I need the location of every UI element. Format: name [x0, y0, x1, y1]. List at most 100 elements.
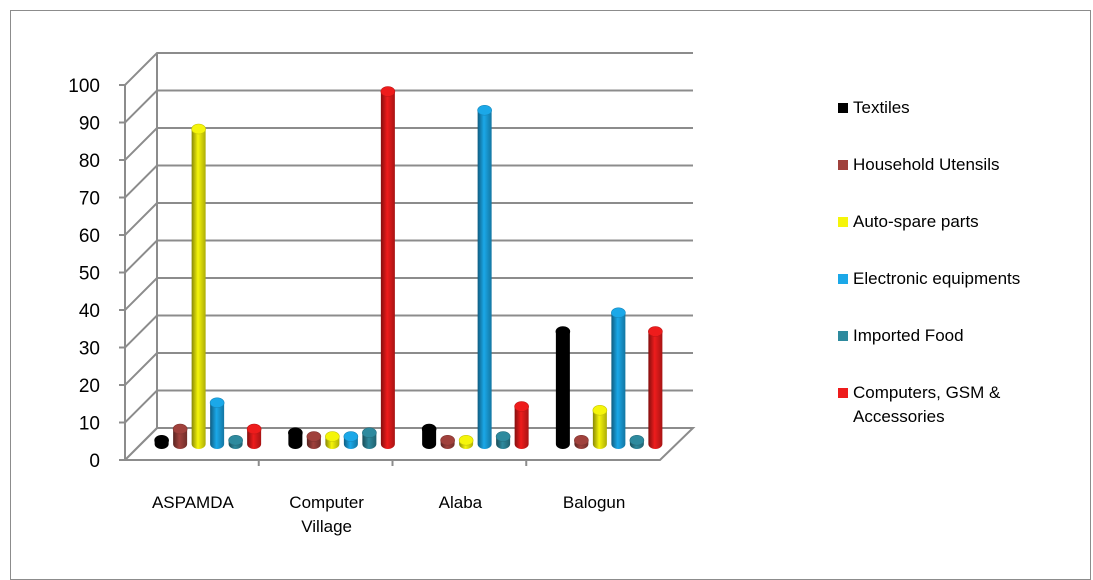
bar — [592, 404, 608, 449]
bar — [288, 427, 303, 449]
legend-item: Computers, GSM & Accessories — [838, 381, 1088, 438]
y-tick-label: 50 — [79, 264, 100, 285]
bar-top — [325, 431, 340, 442]
bar-top — [154, 434, 169, 446]
bar — [611, 307, 626, 449]
x-category-label: Balogun — [563, 493, 625, 512]
bar-body — [477, 110, 492, 449]
legend-swatch — [838, 388, 848, 398]
y-tick-label: 100 — [68, 76, 100, 97]
legend-swatch — [838, 217, 848, 227]
legend-item: Auto-spare parts — [838, 210, 1088, 267]
bar — [648, 326, 663, 449]
bar-top — [477, 104, 492, 116]
gridline — [124, 127, 693, 161]
bar — [306, 431, 322, 449]
bar-top — [288, 427, 303, 439]
bar — [154, 434, 169, 449]
bar-top — [458, 434, 474, 446]
bar-top — [648, 326, 663, 337]
legend-item: Household Utensils — [838, 153, 1088, 210]
bar-top — [555, 326, 571, 337]
bar — [325, 431, 340, 449]
legend-label: Auto-spare parts — [853, 212, 979, 231]
chart-floor — [122, 427, 696, 461]
bar — [629, 434, 645, 449]
bar-body — [191, 129, 206, 449]
legend-label: Textiles — [853, 98, 910, 117]
x-category-label: ASPAMDA — [152, 493, 235, 512]
bar-top — [306, 431, 322, 442]
y-tick-label: 60 — [79, 226, 100, 247]
legend-item: Imported Food — [838, 324, 1088, 381]
bar-top — [440, 434, 455, 446]
bar-top — [246, 423, 262, 435]
legend-swatch — [838, 103, 848, 113]
bar — [246, 423, 262, 449]
gridline — [124, 314, 693, 349]
bar-body — [555, 331, 570, 449]
legend-item: Textiles — [838, 96, 1088, 153]
bar — [343, 431, 359, 449]
y-tick-label: 30 — [79, 339, 100, 360]
bar — [495, 431, 511, 449]
bar-top — [629, 434, 645, 446]
chart-frame — [10, 10, 1091, 580]
gridline — [124, 202, 693, 236]
bar-top — [343, 431, 359, 442]
bar-body — [592, 410, 607, 449]
bar-top — [574, 434, 589, 446]
y-tick-label: 70 — [79, 189, 100, 210]
bar-top — [172, 423, 188, 435]
bar-top — [421, 423, 437, 435]
gridline — [124, 239, 693, 274]
bar-body — [422, 429, 437, 449]
legend-label: Imported Food — [853, 326, 964, 345]
bar-body — [380, 91, 395, 449]
y-tick-label: 10 — [79, 414, 100, 435]
x-category-label: Computer Village — [289, 493, 364, 536]
bar — [209, 397, 225, 449]
bar-top — [380, 86, 396, 97]
bar — [574, 434, 589, 449]
bar-top — [514, 401, 529, 412]
bar — [421, 423, 437, 449]
bar — [362, 427, 377, 449]
legend-label: Computers, GSM & Accessories — [853, 383, 1001, 426]
bar-body — [210, 402, 225, 449]
bar — [555, 326, 571, 449]
y-tick-label: 80 — [79, 151, 100, 172]
legend-swatch — [838, 331, 848, 341]
bar-top — [495, 431, 511, 442]
x-category-label: Alaba — [439, 493, 483, 512]
gridline — [124, 164, 693, 199]
gridline — [124, 52, 693, 86]
legend-label: Electronic equipments — [853, 269, 1021, 288]
legend-swatch — [838, 160, 848, 170]
y-tick-label: 90 — [79, 114, 100, 135]
bar-top — [362, 427, 377, 439]
bar-body — [611, 312, 626, 449]
bar — [440, 434, 455, 449]
legend-swatch — [838, 274, 848, 284]
legend-label: Household Utensils — [853, 155, 1000, 174]
bar-body — [173, 429, 188, 449]
gridline — [124, 277, 693, 311]
bar — [477, 104, 492, 449]
bar-top — [611, 307, 626, 319]
bar — [228, 434, 243, 449]
bar — [458, 434, 474, 449]
bar-top — [592, 404, 608, 416]
bar-top — [209, 397, 225, 409]
bar-top — [228, 434, 243, 446]
bar — [172, 423, 188, 449]
bar-top — [191, 123, 206, 135]
bar — [191, 123, 206, 449]
bar — [380, 86, 396, 449]
y-tick-label: 0 — [89, 451, 100, 472]
legend-item: Electronic equipments — [838, 267, 1088, 324]
gridline — [124, 89, 693, 124]
chart-legend: Textiles Household Utensils Auto-spare p… — [838, 96, 1088, 438]
gridline — [124, 389, 693, 424]
